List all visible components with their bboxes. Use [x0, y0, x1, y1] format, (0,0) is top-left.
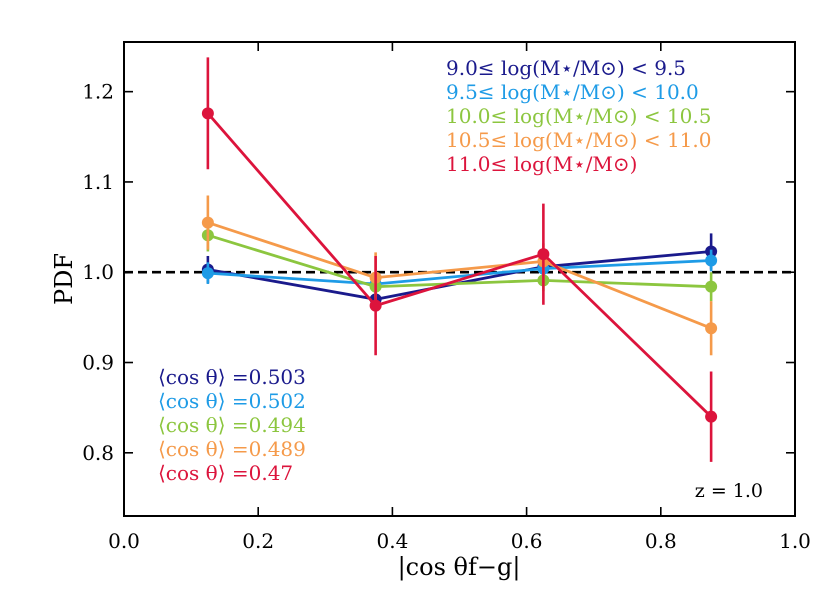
legend-entry: 9.0≤ log(M⋆/M⊙) < 9.5	[446, 56, 686, 80]
legend-entry: 10.0≤ log(M⋆/M⊙) < 10.5	[446, 104, 711, 128]
data-point	[537, 248, 550, 261]
series-5	[201, 57, 718, 462]
x-tick-label: 0.4	[376, 529, 408, 553]
x-tick-label: 1.0	[779, 529, 811, 553]
data-point	[705, 254, 718, 267]
series-line	[206, 112, 713, 418]
series-line	[207, 233, 712, 289]
data-point	[705, 280, 718, 293]
mean-cos-label: ⟨cos θ⟩ =0.503	[158, 365, 306, 389]
mean-cos-label: ⟨cos θ⟩ =0.502	[158, 389, 306, 413]
x-tick-label: 0.6	[511, 529, 543, 553]
data-point	[369, 299, 382, 312]
series-line	[207, 259, 712, 286]
redshift-annotation: z = 1.0	[695, 480, 763, 502]
y-tick-label: 1.2	[82, 80, 114, 104]
x-tick-label: 0.0	[108, 529, 140, 553]
legend-entry: 11.0≤ log(M⋆/M⊙)	[446, 152, 637, 176]
series-line	[207, 221, 712, 330]
data-point	[201, 216, 214, 229]
data-point	[201, 267, 214, 280]
plot-frame	[123, 41, 796, 517]
data-point	[201, 107, 214, 120]
data-point	[705, 322, 718, 335]
x-tick-label: 0.2	[242, 529, 274, 553]
y-tick-label: 1.1	[82, 170, 114, 194]
mean-cos-label: ⟨cos θ⟩ =0.494	[158, 413, 306, 437]
y-tick-label: 0.9	[82, 351, 114, 375]
mean-cos-label: ⟨cos θ⟩ =0.489	[158, 437, 306, 461]
legend-entry: 10.5≤ log(M⋆/M⊙) < 11.0	[446, 128, 711, 152]
data-point	[705, 410, 718, 423]
x-axis-label: |cos θf−g|	[398, 553, 521, 582]
legend-entry: 9.5≤ log(M⋆/M⊙) < 10.0	[446, 80, 699, 104]
y-tick-label: 1.0	[82, 260, 114, 284]
y-axis-label: PDF	[50, 253, 78, 305]
y-tick-label: 0.8	[82, 441, 114, 465]
x-tick-label: 0.8	[645, 529, 677, 553]
mean-cos-label: ⟨cos θ⟩ =0.47	[158, 461, 293, 485]
